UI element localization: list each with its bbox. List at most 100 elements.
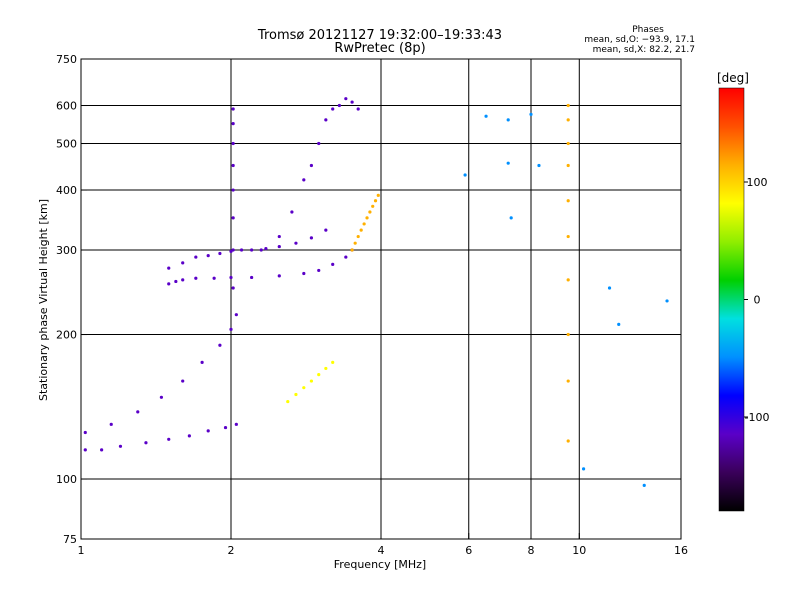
x-tick-label: 4 [378,544,385,557]
data-point [607,286,612,290]
data-point [317,268,321,273]
data-point [309,379,314,383]
data-point [194,255,198,259]
data-point [344,255,348,259]
data-point [302,271,306,276]
data-point [212,276,216,280]
data-point [259,248,263,252]
data-point [359,228,363,232]
data-point [264,247,268,251]
data-point [324,118,328,122]
x-tick-label: 8 [528,544,535,557]
chart-subtitle: RwPretec (8p) [334,41,425,56]
data-point [194,276,198,280]
data-point [506,161,510,165]
data-point [231,248,235,252]
data-point [206,254,210,258]
colorbar-tick-label: 0 [754,294,761,307]
data-point [181,278,185,282]
y-tick-label: 300 [56,244,77,257]
data-point [83,430,87,435]
data-point [229,275,233,280]
data-point [566,379,570,383]
data-point [118,444,123,448]
data-point [566,278,570,282]
data-point [373,199,378,203]
data-point [484,114,488,118]
data-point [566,332,570,337]
x-tick-label: 2 [228,544,235,557]
data-point [309,163,314,168]
data-point [231,141,235,146]
data-point [368,210,372,214]
data-point [167,282,171,286]
data-point [250,248,254,252]
data-point [362,222,366,226]
data-point [617,322,621,326]
y-tick-label: 400 [56,184,77,197]
data-point [529,112,533,116]
y-tick-label: 750 [56,53,77,66]
legend-line-o: mean, sd,O: −93.9, 17.1 [584,35,695,45]
data-point [356,107,360,111]
data-point [566,234,570,239]
data-point [167,437,171,441]
data-point [218,343,222,347]
data-point [231,163,235,168]
plot-grid [81,59,681,539]
data-point [463,173,467,177]
data-point [239,248,244,252]
data-point [331,262,335,266]
data-point [566,103,570,108]
colorbar [718,87,745,512]
data-point [234,422,238,426]
data-point [353,241,357,245]
data-point [290,210,294,214]
chart-title: Tromsø 20121127 19:32:00–19:33:43 [257,28,502,43]
data-point [324,366,328,371]
data-point [181,261,185,265]
data-point [331,107,335,111]
data-point [231,286,235,290]
data-point [566,199,570,203]
data-point [294,392,298,397]
y-tick-label: 200 [56,329,77,342]
data-point [350,248,354,252]
data-point [231,216,235,220]
data-point [642,483,646,487]
data-point [324,228,328,232]
data-point [250,275,254,280]
data-point [181,379,185,383]
data-point [277,234,281,239]
legend-line-x: mean, sd,X: 82.2, 21.7 [593,45,695,55]
y-tick-label: 75 [63,533,77,546]
data-point [109,422,113,426]
data-point [344,97,348,101]
colorbar-ticks: 100 0 -100 [744,176,769,424]
data-point [286,399,290,404]
data-point [231,188,235,192]
y-axis-ticks: 75 100 200 300 400 500 600 750 [56,53,87,546]
data-point [665,299,669,303]
data-point [566,141,570,146]
data-point [136,410,140,414]
data-point [566,439,570,443]
data-point [506,118,510,122]
data-point [200,360,204,364]
data-point [350,100,354,104]
data-point [371,204,375,208]
y-tick-label: 500 [56,138,77,151]
y-tick-label: 100 [56,473,77,486]
data-point [83,448,87,452]
data-point [187,434,191,438]
data-point [144,441,148,445]
data-point [317,141,321,146]
x-axis-label: Frequency [MHz] [334,558,426,571]
data-point [206,429,210,433]
data-point [581,467,586,471]
colorbar-label: [deg] [717,71,749,85]
y-tick-label: 600 [56,100,77,113]
data-point [234,313,238,317]
data-point [309,236,314,240]
